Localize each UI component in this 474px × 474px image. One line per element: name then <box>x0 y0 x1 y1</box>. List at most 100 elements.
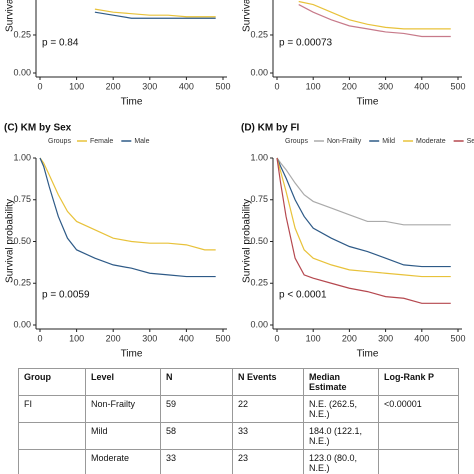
table-cell <box>18 449 86 474</box>
header-cell: N <box>160 368 233 396</box>
table-cell: 58 <box>160 422 233 450</box>
legend-label: Male <box>134 138 149 145</box>
survival-curve <box>298 0 451 30</box>
table-cell <box>18 422 86 450</box>
table-cell: N.E. (262.5, N.E.) <box>303 395 379 423</box>
header-cell: Log-Rank P <box>378 368 459 396</box>
p-value: p = 0.00073 <box>279 38 333 49</box>
p-value: p = 0.84 <box>42 38 79 49</box>
x-axis-label: Time <box>121 97 143 108</box>
x-tick-label: 100 <box>69 333 84 343</box>
legend-label: Moderate <box>416 138 446 145</box>
table-row: Moderate 33 23 123.0 (80.0, N.E.) <box>18 449 459 474</box>
charts: 0.00 0.25 0 100 200 300 400 500 Time Survival pro… <box>4 0 474 360</box>
y-tick-label: 0.25 <box>13 278 31 288</box>
y-axis-label: Survival probability <box>242 0 253 32</box>
x-tick-label: 100 <box>306 81 321 91</box>
y-tick-label: 1.00 <box>250 152 268 162</box>
legend-label: Female <box>90 138 113 145</box>
x-tick-label: 300 <box>378 333 393 343</box>
header-row: Group Level N N Events Median Estimate Log-Ra… <box>18 368 459 396</box>
x-tick-label: 400 <box>179 81 194 91</box>
survival-curve <box>94 11 216 19</box>
x-tick-label: 500 <box>450 333 465 343</box>
header-cell: Group <box>18 368 86 396</box>
legend-label: Non-Frailty <box>327 138 362 145</box>
y-tick-label: 0.25 <box>13 29 31 39</box>
y-axis-label: Survival probability <box>5 199 16 283</box>
y-tick-label: 0.75 <box>250 194 268 204</box>
header-cell: Median Estimate <box>303 368 379 396</box>
y-axis-label: Survival probability <box>242 199 253 283</box>
x-tick-label: 400 <box>414 333 429 343</box>
table-cell: Mild <box>85 422 161 450</box>
table-cell: 22 <box>232 395 304 423</box>
chart-title: (C) KM by Sex <box>4 123 72 134</box>
y-tick-label: 0.75 <box>13 194 31 204</box>
x-tick-label: 400 <box>179 333 194 343</box>
y-tick-label: 0.00 <box>13 67 31 77</box>
x-tick-label: 100 <box>69 81 84 91</box>
x-tick-label: 100 <box>306 333 321 343</box>
y-tick-label: 0.00 <box>250 319 268 329</box>
header-cell: N Events <box>232 368 304 396</box>
table-cell: FI <box>18 395 86 423</box>
x-tick-label: 200 <box>342 81 357 91</box>
survival-curve <box>276 157 451 226</box>
table-cell: 33 <box>232 422 304 450</box>
x-tick-label: 300 <box>378 81 393 91</box>
x-tick-label: 200 <box>106 81 121 91</box>
x-tick-label: 200 <box>106 333 121 343</box>
p-value: p < 0.0001 <box>279 290 327 301</box>
legend-title: Groups <box>48 138 71 145</box>
table-row: FI Non-Frailty 59 22 N.E. (262.5, N.E.) <0.00… <box>18 395 459 423</box>
legend-title: Groups <box>285 138 308 145</box>
x-tick-label: 300 <box>142 81 157 91</box>
survival-curve <box>39 157 216 251</box>
x-tick-label: 500 <box>215 333 230 343</box>
x-tick-label: 500 <box>450 81 465 91</box>
legend-label: Mild <box>382 138 395 145</box>
y-tick-label: 0.50 <box>13 236 31 246</box>
survival-curve <box>276 157 451 304</box>
x-tick-label: 500 <box>215 81 230 91</box>
table-cell: 184.0 (122.1, N.E.) <box>303 422 379 450</box>
x-tick-label: 400 <box>414 81 429 91</box>
survival-curve <box>94 8 216 18</box>
y-tick-label: 0.25 <box>250 278 268 288</box>
table-cell: 59 <box>160 395 233 423</box>
x-axis-label: Time <box>121 349 143 360</box>
survival-curve <box>298 4 451 38</box>
x-tick-label: 0 <box>274 333 279 343</box>
x-tick-label: 0 <box>37 81 42 91</box>
x-tick-label: 0 <box>274 81 279 91</box>
y-tick-label: 0.00 <box>250 67 268 77</box>
x-axis-label: Time <box>357 97 379 108</box>
x-axis-label: Time <box>357 349 379 360</box>
table-cell: 33 <box>160 449 233 474</box>
p-value: p = 0.0059 <box>42 290 90 301</box>
results-table: Group Level N N Events Median Estimate Log-Ra… <box>18 368 459 474</box>
table-cell: 23 <box>232 449 304 474</box>
x-tick-label: 0 <box>37 333 42 343</box>
table-cell <box>378 422 459 450</box>
y-tick-label: 0.00 <box>13 319 31 329</box>
survival-curve <box>39 157 216 278</box>
y-tick-label: 0.50 <box>250 236 268 246</box>
table-cell: <0.00001 <box>378 395 459 423</box>
table-cell <box>378 449 459 474</box>
survival-curve <box>276 157 451 268</box>
table-cell: 123.0 (80.0, N.E.) <box>303 449 379 474</box>
legend-label: Severe <box>467 138 474 145</box>
y-tick-label: 1.00 <box>13 152 31 162</box>
survival-curve <box>276 157 451 278</box>
chart-title: (D) KM by FI <box>241 123 300 134</box>
table-row: Mild 58 33 184.0 (122.1, N.E.) <box>18 422 459 450</box>
y-axis-label: Survival probability <box>5 0 16 32</box>
header-cell: Level <box>85 368 161 396</box>
x-tick-label: 200 <box>342 333 357 343</box>
table-cell: Moderate <box>85 449 161 474</box>
y-tick-label: 0.25 <box>250 29 268 39</box>
x-tick-label: 300 <box>142 333 157 343</box>
